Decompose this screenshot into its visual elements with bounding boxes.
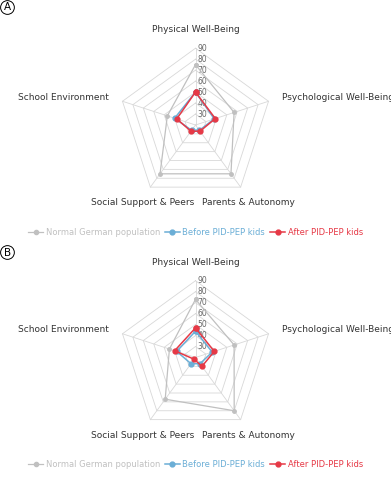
Text: Social Support & Peers: Social Support & Peers bbox=[91, 198, 194, 207]
Text: 60: 60 bbox=[198, 309, 208, 318]
Text: Psychological Well-Being: Psychological Well-Being bbox=[282, 92, 391, 102]
Legend: Normal German population, Before PID-PEP kids, After PID-PEP kids: Normal German population, Before PID-PEP… bbox=[25, 457, 366, 472]
Text: 70: 70 bbox=[198, 66, 208, 74]
Legend: Normal German population, Before PID-PEP kids, After PID-PEP kids: Normal German population, Before PID-PEP… bbox=[25, 224, 366, 240]
Text: 80: 80 bbox=[198, 287, 208, 296]
Text: School Environment: School Environment bbox=[18, 92, 109, 102]
Text: 60: 60 bbox=[198, 76, 208, 86]
Text: A: A bbox=[4, 2, 11, 12]
Text: 90: 90 bbox=[198, 276, 208, 285]
Text: 40: 40 bbox=[198, 331, 208, 340]
Text: 50: 50 bbox=[198, 88, 208, 96]
Text: Psychological Well-Being: Psychological Well-Being bbox=[282, 325, 391, 334]
Text: Parents & Autonomy: Parents & Autonomy bbox=[202, 431, 295, 440]
Text: B: B bbox=[4, 248, 11, 258]
Text: 50: 50 bbox=[198, 320, 208, 329]
Text: 30: 30 bbox=[198, 342, 208, 351]
Text: 40: 40 bbox=[198, 98, 208, 108]
Text: Social Support & Peers: Social Support & Peers bbox=[91, 431, 194, 440]
Text: 80: 80 bbox=[198, 54, 208, 64]
Text: Physical Well-Being: Physical Well-Being bbox=[152, 26, 239, 35]
Text: Physical Well-Being: Physical Well-Being bbox=[152, 258, 239, 267]
Text: 90: 90 bbox=[198, 44, 208, 52]
Text: School Environment: School Environment bbox=[18, 325, 109, 334]
Text: Parents & Autonomy: Parents & Autonomy bbox=[202, 198, 295, 207]
Text: 70: 70 bbox=[198, 298, 208, 307]
Text: 30: 30 bbox=[198, 110, 208, 118]
